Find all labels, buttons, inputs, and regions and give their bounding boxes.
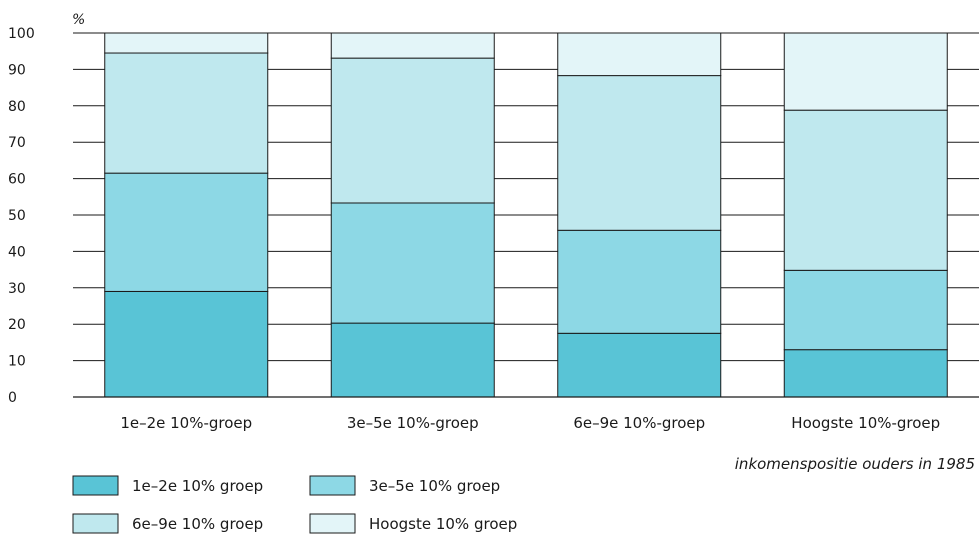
bars bbox=[104, 32, 948, 398]
legend-swatch bbox=[72, 475, 119, 496]
y-tick-label: 80 bbox=[8, 99, 26, 115]
y-tick-label: 70 bbox=[8, 135, 26, 151]
legend-label: Hoogste 10% groep bbox=[369, 515, 517, 533]
y-axis-ticks: 0 10 20 30 40 50 60 70 80 90 100 bbox=[8, 26, 35, 406]
y-tick-label: 20 bbox=[8, 317, 26, 333]
bar-segment bbox=[557, 75, 722, 231]
bar-segment bbox=[330, 32, 495, 59]
x-tick-label: Hoogste 10%-groep bbox=[791, 414, 940, 432]
y-tick-label: 0 bbox=[8, 390, 17, 406]
bar-segment bbox=[783, 349, 948, 398]
y-tick-label: 100 bbox=[8, 26, 35, 42]
bar-segment bbox=[104, 290, 269, 398]
bar-segment bbox=[104, 172, 269, 292]
bar-segment bbox=[330, 202, 495, 324]
bar-segment bbox=[104, 52, 269, 174]
y-tick-label: 30 bbox=[8, 281, 26, 297]
y-tick-label: 50 bbox=[8, 208, 26, 224]
x-tick-label: 6e–9e 10%-groep bbox=[573, 414, 705, 432]
bar-segment bbox=[783, 269, 948, 351]
legend-label: 3e–5e 10% groep bbox=[369, 477, 500, 495]
bar-segment bbox=[783, 109, 948, 271]
x-axis-tick-labels: 1e–2e 10%-groep 3e–5e 10%-groep 6e–9e 10%-… bbox=[120, 414, 940, 432]
legend-swatch bbox=[309, 513, 356, 534]
y-tick-label: 10 bbox=[8, 354, 26, 370]
bar-segment bbox=[557, 32, 722, 77]
x-axis-title: inkomenspositie ouders in 1985 bbox=[735, 455, 975, 473]
y-tick-label: 40 bbox=[8, 244, 26, 260]
x-tick-label: 1e–2e 10%-groep bbox=[120, 414, 252, 432]
bar-segment bbox=[783, 32, 948, 111]
legend-swatch bbox=[309, 475, 356, 496]
legend-label: 1e–2e 10% groep bbox=[132, 477, 263, 495]
y-axis-unit-label: % bbox=[72, 12, 85, 28]
legend-label: 6e–9e 10% groep bbox=[132, 515, 263, 533]
x-tick-label: 3e–5e 10%-groep bbox=[347, 414, 479, 432]
y-tick-label: 60 bbox=[8, 172, 26, 188]
bar-segment bbox=[104, 32, 269, 54]
legend: 1e–2e 10% groep 3e–5e 10% groep 6e–9e 10% … bbox=[72, 475, 517, 534]
y-tick-label: 90 bbox=[8, 62, 26, 78]
bar-segment bbox=[557, 332, 722, 398]
bar-segment bbox=[330, 322, 495, 398]
bar-segment bbox=[557, 229, 722, 334]
bar-segment bbox=[330, 57, 495, 204]
legend-swatch bbox=[72, 513, 119, 534]
